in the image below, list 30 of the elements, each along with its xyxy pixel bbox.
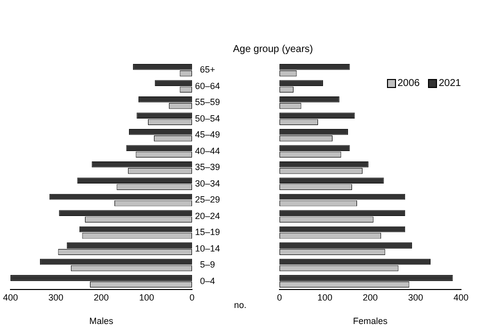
x-tick-label: 100 [317,292,332,302]
legend-label: 2021 [438,78,461,89]
y-tick-label: 5–9 [200,260,216,270]
y-tick-label: 60–64 [195,80,220,91]
x-axis-title: Females [352,316,388,326]
legend-label: 2006 [398,78,420,89]
y-tick-label: 25–29 [195,194,220,205]
y-tick-label: 35–39 [195,162,220,172]
y-tick-label: 55–59 [195,97,220,108]
x-tick-label: 400 [453,292,469,302]
y-tick-label: 45–49 [195,130,220,140]
x-tick-label: 0 [189,292,195,302]
x-tick-label: 400 [2,292,18,302]
x-tick-label: 200 [94,292,109,302]
y-tick-label: 20–24 [195,210,220,221]
x-tick-label: 300 [48,292,64,302]
x-axis-title: Males [89,316,114,326]
x-tick-label: 100 [139,292,154,302]
chart-title: Age group (years) [232,44,314,55]
y-tick-label: 15–19 [195,227,220,238]
y-tick-label: 10–14 [195,243,220,254]
y-tick-label: 50–54 [195,113,220,124]
x-tick-label: 300 [408,292,424,302]
y-tick-label: 65+ [200,64,216,75]
x-tick-label: 200 [362,292,378,302]
y-tick-label: 30–34 [195,178,220,188]
x-tick-label: 0 [276,292,282,302]
y-tick-label: 0–4 [200,276,216,286]
y-tick-label: 40–44 [195,146,220,156]
text: no. [234,300,247,310]
